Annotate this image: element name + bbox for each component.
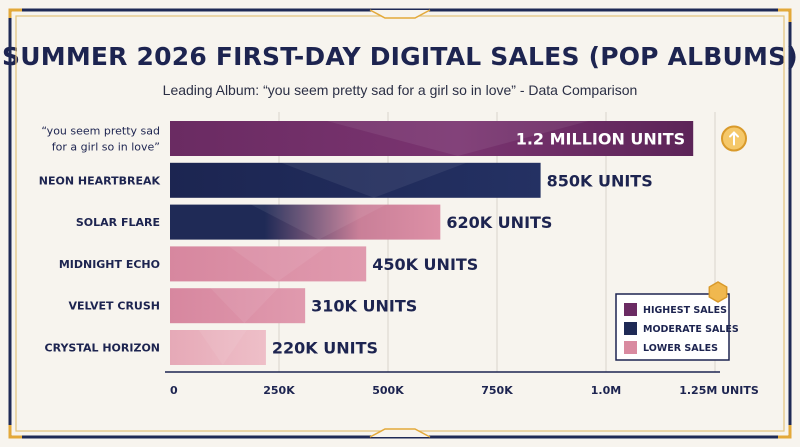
data-label: 310K UNITS [311, 297, 417, 316]
bar-facet [281, 162, 467, 198]
category-label: VELVET CRUSH [69, 300, 161, 313]
bar [170, 204, 441, 240]
bar-facet [210, 288, 279, 324]
category-label: SOLAR FLARE [76, 216, 160, 229]
bar [170, 288, 306, 324]
data-label: 450K UNITS [372, 255, 478, 274]
legend-label: MODERATE SALES [643, 324, 739, 335]
hexagon-badge-icon [708, 281, 728, 303]
category-label: for a girl so in love” [52, 141, 160, 154]
data-label: 1.2 MILLION UNITS [516, 130, 685, 149]
x-tick-label: 1.0M [591, 384, 621, 397]
legend-swatch [624, 322, 637, 335]
x-tick-label: 750K [481, 384, 513, 397]
legend-label: LOWER SALES [643, 343, 718, 354]
x-tick-label: 1.25M UNITS [679, 384, 759, 397]
category-label: NEON HEARTBREAK [39, 174, 161, 187]
category-label: “you seem pretty sad [41, 125, 160, 138]
frame-corner-tr [778, 8, 792, 22]
bar-facet [251, 204, 387, 240]
frame-corner-br [778, 425, 792, 439]
bar-facet [228, 246, 327, 282]
category-label: MIDNIGHT ECHO [59, 258, 160, 271]
chart-subtitle: Leading Album: “you seem pretty sad for … [162, 82, 638, 98]
bar [170, 162, 541, 198]
chart-title: SUMMER 2026 FIRST-DAY DIGITAL SALES (POP… [2, 42, 798, 71]
frame-corner-tl [8, 8, 22, 18]
data-label: 850K UNITS [547, 171, 653, 190]
arrow-up-glyph [729, 131, 739, 146]
legend-swatch [624, 303, 637, 316]
category-label: CRYSTAL HORIZON [45, 342, 160, 355]
x-tick-label: 0 [170, 384, 178, 397]
frame-top-ornament [369, 9, 431, 19]
bar-facet [326, 121, 589, 156]
bar [170, 121, 694, 156]
frame-bottom-ornament [369, 428, 431, 438]
bar-facet [198, 330, 247, 365]
bar [170, 330, 266, 365]
x-tick-label: 250K [263, 384, 295, 397]
legend-label: HIGHEST SALES [643, 305, 727, 316]
data-label: 620K UNITS [446, 213, 552, 232]
legend-swatch [624, 341, 637, 354]
bar [170, 246, 367, 282]
data-label: 220K UNITS [272, 339, 378, 358]
x-tick-label: 500K [372, 384, 404, 397]
frame-corner-bl [8, 425, 22, 439]
